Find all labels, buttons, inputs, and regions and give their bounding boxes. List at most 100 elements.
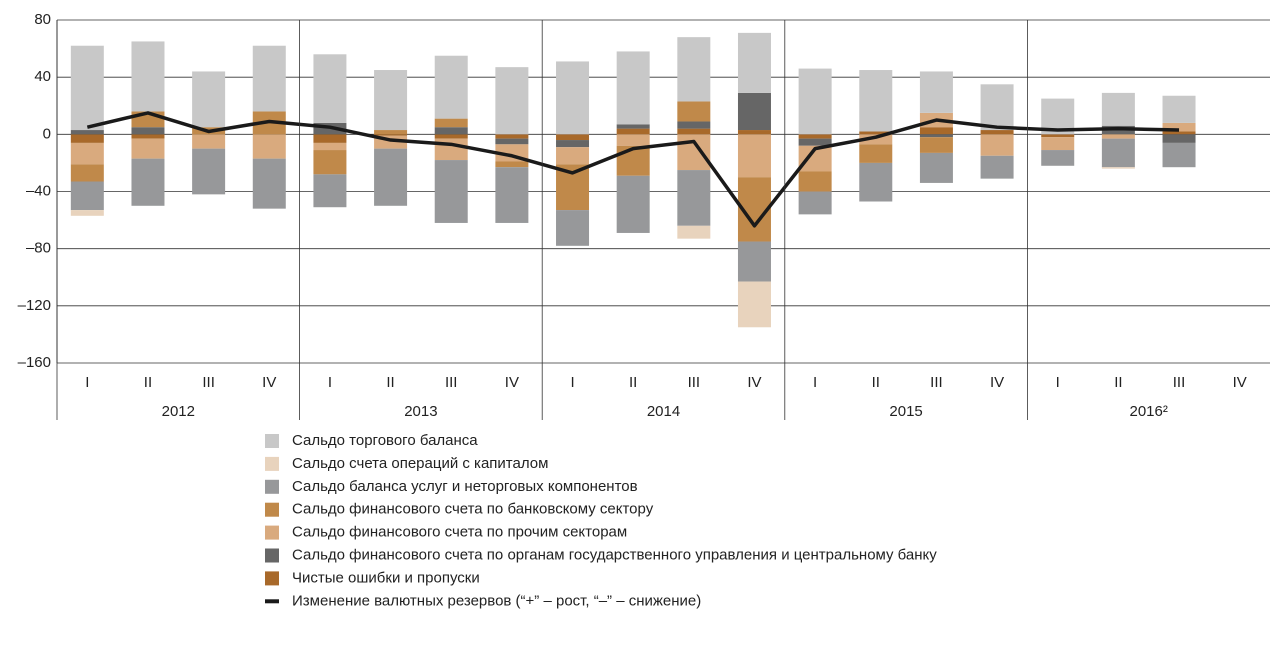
legend-label: Сальдо баланса услуг и неторговых компон…	[292, 478, 638, 495]
bar-segment	[798, 171, 832, 192]
legend-swatch	[265, 548, 279, 563]
bar-segment	[313, 134, 347, 143]
year-label: 2016²	[1130, 403, 1168, 420]
legend-swatch	[265, 434, 279, 448]
bar-segment	[495, 67, 529, 135]
bar-segment	[616, 145, 650, 176]
bar-segment	[131, 138, 165, 159]
bar-segment	[677, 101, 711, 122]
bar-segment	[495, 161, 529, 168]
bar-segment	[677, 134, 711, 171]
x-tick-label: II	[144, 374, 152, 391]
bar-segment	[556, 61, 590, 135]
bar-segment	[70, 210, 104, 216]
x-tick-label: IV	[990, 374, 1004, 391]
bar-segment	[131, 41, 165, 112]
bar-segment	[859, 162, 893, 202]
x-tick-label: II	[1114, 374, 1122, 391]
bar-segment	[919, 71, 953, 113]
bar-segment	[313, 54, 347, 123]
x-tick-label: II	[386, 374, 394, 391]
bar-segment	[798, 138, 832, 146]
bar-segment	[495, 138, 529, 145]
x-tick-label: I	[570, 374, 574, 391]
bar-segment	[737, 134, 771, 178]
bar-segment	[919, 152, 953, 183]
bar-segment	[919, 137, 953, 153]
bar-segment	[1101, 134, 1135, 139]
bar-segment	[313, 150, 347, 175]
bar-segment	[131, 134, 165, 139]
bar-segment	[616, 51, 650, 125]
legend-label: Чистые ошибки и пропуски	[292, 569, 480, 586]
legend-swatch	[265, 525, 279, 540]
bar-segment	[919, 127, 953, 135]
x-tick-label: IV	[1233, 374, 1247, 391]
bar-segment	[252, 134, 286, 159]
bar-segment	[677, 128, 711, 135]
x-tick-label: I	[1056, 374, 1060, 391]
line	[86, 111, 1180, 228]
bar-segment	[434, 118, 468, 128]
bar-segment	[70, 134, 104, 143]
bar-segment	[313, 174, 347, 208]
bar-segment	[616, 175, 650, 233]
legend-swatch	[265, 571, 279, 586]
legend-swatch	[265, 599, 279, 604]
bar-segment	[1101, 138, 1135, 168]
legend-label: Сальдо финансового счета по органам госу…	[292, 546, 937, 563]
bar-segment	[1101, 167, 1135, 169]
bar-segment	[374, 130, 408, 135]
bar-segment	[616, 128, 650, 135]
bar-segment	[131, 158, 165, 206]
legend-label: Изменение валютных резервов (“+” – рост,…	[292, 592, 701, 609]
x-tick-label: III	[688, 374, 701, 391]
bar-segment	[556, 140, 590, 148]
y-tick-label: 40	[34, 68, 51, 85]
bar-segment	[677, 170, 711, 226]
bar-segment	[859, 144, 893, 163]
bar-segment	[192, 134, 226, 149]
x-tick-label: I	[85, 374, 89, 391]
bar-segment	[70, 142, 104, 165]
x-tick-label: IV	[747, 374, 761, 391]
bar-segment	[737, 130, 771, 135]
bar-segment	[434, 55, 468, 119]
bar-segment	[192, 71, 226, 128]
x-tick-label: III	[1173, 374, 1186, 391]
bar-segment	[1162, 122, 1196, 132]
bar-segment	[677, 121, 711, 129]
x-tick-label: IV	[505, 374, 519, 391]
bar-segment	[192, 148, 226, 195]
bar-segment	[434, 134, 468, 139]
bar-segment	[737, 281, 771, 328]
legend-label: Сальдо финансового счета по прочим секто…	[292, 524, 627, 541]
bar-segment	[919, 134, 953, 138]
bar-segment	[313, 142, 347, 151]
bar-segment	[70, 181, 104, 211]
bar-segment	[374, 148, 408, 206]
y-tick-label: –160	[18, 354, 51, 371]
bar-segment	[798, 191, 832, 215]
bar-segment	[737, 241, 771, 282]
bar-segment	[616, 134, 650, 146]
bar-segment	[252, 45, 286, 112]
bar-segment	[70, 164, 104, 182]
bar-segment	[374, 70, 408, 131]
bar-segment	[495, 134, 529, 139]
legend-swatch	[265, 456, 279, 471]
legend-swatch	[265, 502, 279, 517]
bar-segment	[495, 167, 529, 223]
y-tick-label: 0	[43, 125, 51, 142]
bar-segment	[798, 68, 832, 135]
x-tick-label: III	[930, 374, 943, 391]
bar-segment	[616, 124, 650, 129]
x-tick-label: III	[202, 374, 215, 391]
bar-segment	[980, 130, 1014, 135]
bar-segment	[252, 158, 286, 209]
y-tick-label: –40	[26, 182, 51, 199]
bar-segment	[556, 210, 590, 246]
bar-segment	[1162, 134, 1196, 143]
bar-segment	[677, 37, 711, 102]
